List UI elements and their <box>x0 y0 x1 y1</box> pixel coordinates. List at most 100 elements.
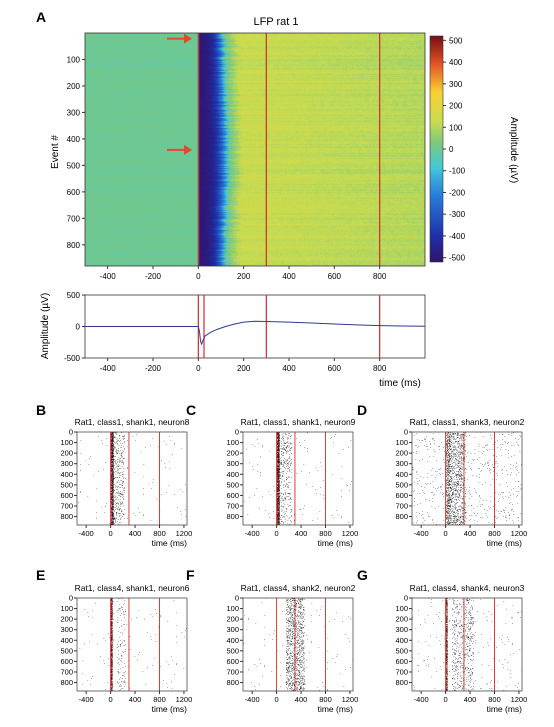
heatmap-x-tick-label: 600 <box>328 272 342 281</box>
raster-x-tick-label: 1200 <box>511 695 528 704</box>
raster-y-tick-label: 100 <box>60 604 73 613</box>
heatmap-y-tick-label: 300 <box>67 108 81 117</box>
raster-y-tick-label: 100 <box>395 438 408 447</box>
raster-title: Rat1, class4, shank1, neuron6 <box>75 583 190 593</box>
raster-y-tick-label: 400 <box>226 470 239 479</box>
raster-y-tick-label: 100 <box>60 438 73 447</box>
raster-x-tick-label: 800 <box>488 695 501 704</box>
panel-a: A LFP rat 1 -400 -200 0 200 400 600 800 100 200 3… <box>36 9 519 389</box>
raster-y-tick-label: 200 <box>226 615 239 624</box>
raster-x-tick-label: -400 <box>245 529 260 538</box>
raster-y-tick-label: 300 <box>395 459 408 468</box>
raster-y-tick-label: 700 <box>395 667 408 676</box>
raster-y-tick-label: 500 <box>226 480 239 489</box>
raster-x-tick-label: 800 <box>153 695 166 704</box>
raster-title: Rat1, class4, shank2, neuron2 <box>241 583 356 593</box>
raster-y-tick-label: 300 <box>226 459 239 468</box>
heatmap-x-tick-label: -400 <box>100 272 117 281</box>
trace-x-tick-label: -200 <box>145 364 162 373</box>
raster-x-tick-label: 800 <box>319 695 332 704</box>
raster-title: Rat1, class4, shank4, neuron3 <box>410 583 525 593</box>
trace-series-line <box>85 320 426 346</box>
raster-panel-e: E Rat1, class4, shank1, neuron6 -400 0 400 80… <box>36 567 192 714</box>
colorbar-tick-label: -200 <box>449 188 466 197</box>
heatmap-y-tick-label: 800 <box>67 241 81 250</box>
raster-spikes <box>243 598 353 691</box>
raster-title: Rat1, class1, shank3, neuron2 <box>410 417 525 427</box>
raster-y-tick-label: 200 <box>395 449 408 458</box>
raster-x-axis-label: time (ms) <box>318 538 354 548</box>
raster-frame <box>76 597 188 692</box>
trace-y-tick-label: 500 <box>67 291 81 300</box>
raster-y-tick-label: 300 <box>395 625 408 634</box>
colorbar-label: Amplitude (µV) <box>508 117 519 183</box>
heatmap-y-tick-label: 700 <box>67 214 81 223</box>
raster-y-tick-label: 0 <box>235 594 239 603</box>
raster-frame <box>242 597 354 692</box>
raster-x-tick-label: -400 <box>245 695 260 704</box>
raster-panel-c: C Rat1, class1, shank1, neuron9 -400 0 400 80… <box>186 402 358 548</box>
raster-y-tick-label: 700 <box>395 501 408 510</box>
raster-y-tick-label: 700 <box>60 501 73 510</box>
raster-y-tick-label: 800 <box>60 678 73 687</box>
colorbar-tick-label: -400 <box>449 232 466 241</box>
raster-x-tick-label: 1200 <box>176 529 193 538</box>
raster-y-tick-label: 0 <box>235 428 239 437</box>
heatmap-axes: -400 -200 0 200 400 600 800 100 200 300 400 500 600 7… <box>67 32 426 281</box>
raster-y-tick-label: 100 <box>395 604 408 613</box>
raster-frame <box>76 431 188 526</box>
raster-x-tick-label: 0 <box>275 695 279 704</box>
heatmap-y-tick-label: 100 <box>67 55 81 64</box>
raster-y-tick-label: 200 <box>60 615 73 624</box>
panel-label-f: F <box>186 567 195 583</box>
raster-y-tick-label: 800 <box>395 678 408 687</box>
heatmap-y-tick-label: 400 <box>67 135 81 144</box>
raster-x-tick-label: 0 <box>444 529 448 538</box>
heatmap-y-tick-label: 600 <box>67 188 81 197</box>
heatmap-frame <box>84 32 426 267</box>
trace-x-tick-label: 200 <box>237 364 251 373</box>
raster-x-tick-label: 400 <box>464 695 477 704</box>
raster-y-tick-label: 500 <box>60 480 73 489</box>
raster-y-tick-label: 600 <box>60 657 73 666</box>
colorbar-tick-label: -100 <box>449 167 466 176</box>
colorbar-tick-label: 0 <box>449 145 454 154</box>
raster-y-tick-label: 500 <box>395 646 408 655</box>
raster-panel-d: D Rat1, class1, shank3, neuron2 -400 0 400 80… <box>357 402 527 548</box>
raster-x-tick-label: 1200 <box>176 695 193 704</box>
raster-y-tick-label: 100 <box>226 604 239 613</box>
panel-label-d: D <box>357 402 367 418</box>
event-arrow-head <box>184 33 192 44</box>
raster-x-tick-label: 400 <box>295 695 308 704</box>
raster-x-tick-label: 1200 <box>342 529 359 538</box>
raster-x-tick-label: 800 <box>319 529 332 538</box>
raster-x-tick-label: 400 <box>295 529 308 538</box>
raster-y-tick-label: 0 <box>404 594 408 603</box>
lfp-average-trace: -400 -200 0 200 400 600 800 500 0 -500 <box>64 291 426 373</box>
trace-x-tick-label: 400 <box>282 364 296 373</box>
raster-x-tick-label: 400 <box>129 529 142 538</box>
raster-y-tick-label: 700 <box>60 667 73 676</box>
raster-y-tick-label: 400 <box>60 470 73 479</box>
heatmap-x-tick-label: 200 <box>237 272 251 281</box>
raster-y-tick-label: 700 <box>226 501 239 510</box>
raster-y-tick-label: 600 <box>226 491 239 500</box>
raster-x-tick-label: 1200 <box>511 529 528 538</box>
raster-frame <box>411 431 523 526</box>
raster-x-tick-label: 800 <box>488 529 501 538</box>
raster-y-tick-label: 0 <box>69 594 73 603</box>
trace-y-tick-label: 0 <box>76 323 81 332</box>
raster-frame <box>411 597 523 692</box>
heatmap-y-tick-label: 500 <box>67 161 81 170</box>
colorbar-tick-label: 200 <box>449 102 463 111</box>
raster-y-tick-label: 700 <box>226 667 239 676</box>
colorbar-tick-label: -500 <box>449 254 466 263</box>
raster-x-tick-label: -400 <box>414 529 429 538</box>
raster-panel-f: F Rat1, class4, shank2, neuron2 -400 0 400 80… <box>186 567 358 714</box>
colorbar-axes: 500 400 300 200 100 0 -100 -200 -300 -400 -500 <box>429 35 466 263</box>
raster-y-tick-label: 600 <box>226 657 239 666</box>
trace-x-tick-label: -400 <box>100 364 117 373</box>
raster-y-tick-label: 300 <box>60 625 73 634</box>
lfp-heatmap-image <box>85 33 425 266</box>
